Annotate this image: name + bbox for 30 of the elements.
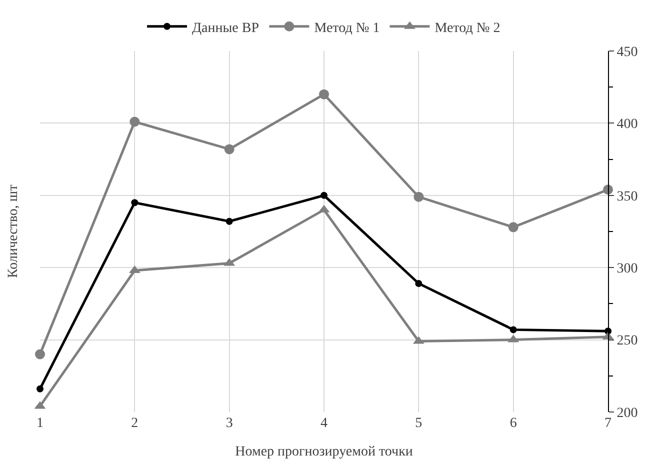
x-tick-label: 1 xyxy=(36,416,44,431)
y-tick-label: 350 xyxy=(616,189,638,204)
point xyxy=(35,349,45,360)
y-axis-title: Количество, шт xyxy=(6,184,21,278)
y-tick-label: 450 xyxy=(616,44,638,60)
x-tick-label: 6 xyxy=(510,416,517,431)
legend-label: Метод № 1 xyxy=(314,20,380,36)
point xyxy=(224,144,234,154)
x-tick-label: 7 xyxy=(604,416,612,431)
point xyxy=(510,326,517,334)
point xyxy=(131,199,138,206)
x-tick-label: 2 xyxy=(131,416,138,431)
x-tick-label: 3 xyxy=(226,416,233,431)
y-tick-label: 200 xyxy=(616,406,638,421)
y-tick-label: 400 xyxy=(616,117,638,132)
legend-label: Данные ВР xyxy=(192,20,260,36)
point xyxy=(226,218,233,225)
y-tick-label: 300 xyxy=(616,262,638,276)
point xyxy=(320,192,328,199)
legend-label: Метод № 2 xyxy=(434,20,500,36)
y-tick-label: 250 xyxy=(616,334,638,349)
point xyxy=(415,280,422,287)
x-axis-title: Номер прогнозируемой точки xyxy=(235,444,414,460)
point xyxy=(414,192,424,202)
point xyxy=(508,222,518,232)
x-tick-label: 5 xyxy=(415,416,422,431)
point xyxy=(130,116,140,127)
point xyxy=(319,89,329,100)
x-tick-label: 4 xyxy=(320,416,328,431)
point xyxy=(36,385,44,392)
